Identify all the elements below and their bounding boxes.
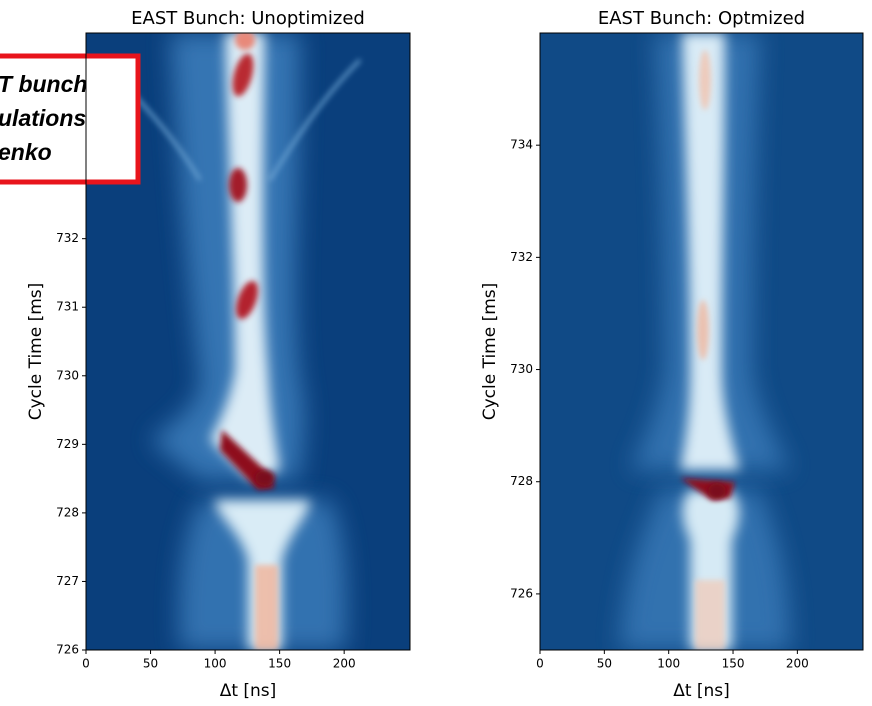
y-tick-label: 729	[56, 437, 79, 451]
y-axis-label: Cycle Time [ms]	[26, 283, 46, 421]
annotation-frame	[0, 53, 141, 185]
annotation-box	[0, 53, 141, 185]
plot-frame	[539, 32, 864, 651]
chart-title: EAST Bunch: Unoptimized	[131, 8, 365, 29]
y-tick-label: 730	[510, 362, 533, 376]
heatmap-image	[86, 33, 410, 650]
x-tick-label: 150	[722, 657, 745, 671]
x-axis-label: Δt [ns]	[673, 681, 730, 701]
x-tick-label: 100	[204, 657, 227, 671]
x-tick-label: 100	[657, 657, 680, 671]
plot-frame	[85, 32, 411, 651]
annotation-line: enko	[0, 139, 52, 165]
y-tick-label: 727	[56, 574, 79, 588]
y-tick-label: 726	[56, 643, 79, 657]
y-tick-label: 731	[56, 300, 79, 314]
x-tick-label: 200	[333, 657, 356, 671]
x-tick-label: 50	[143, 657, 158, 671]
y-tick-label: 728	[56, 505, 79, 519]
annotation-line: T bunch	[0, 71, 87, 97]
y-tick-label: 732	[56, 231, 79, 245]
x-tick-label: 0	[536, 657, 544, 671]
x-tick-label: 150	[268, 657, 291, 671]
y-tick-label: 726	[510, 586, 533, 600]
x-tick-label: 200	[786, 657, 809, 671]
x-axis-label: Δt [ns]	[220, 681, 277, 701]
x-tick-label: 0	[82, 657, 90, 671]
y-tick-label: 728	[510, 474, 533, 488]
y-tick-label: 732	[510, 250, 533, 264]
y-tick-label: 734	[510, 138, 533, 152]
chart-title: EAST Bunch: Optmized	[598, 8, 805, 29]
annotation-line: ulations	[0, 105, 86, 131]
y-tick-label: 730	[56, 368, 79, 382]
x-tick-label: 50	[597, 657, 612, 671]
y-axis-label: Cycle Time [ms]	[480, 283, 500, 421]
heatmap-image	[540, 33, 863, 650]
